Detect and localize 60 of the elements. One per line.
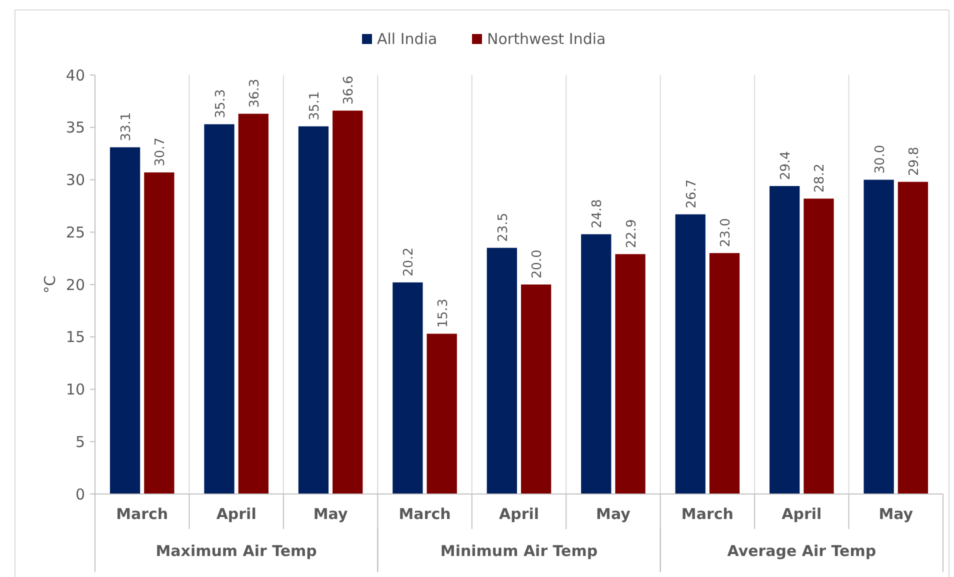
x-tick-label: March — [681, 505, 734, 523]
bar — [770, 186, 800, 494]
data-label: 22.9 — [624, 219, 640, 248]
bar — [709, 253, 740, 494]
data-label: 15.3 — [436, 298, 451, 328]
x-tick-label: March — [116, 505, 168, 523]
data-label: 23.5 — [496, 212, 511, 242]
y-tick-label: 25 — [66, 223, 85, 242]
data-label: 30.7 — [153, 137, 168, 166]
x-tick-label: April — [782, 505, 822, 523]
legend-label: Northwest India — [487, 30, 606, 48]
bar — [898, 182, 928, 494]
bar — [332, 110, 363, 494]
bar — [581, 234, 612, 494]
bar — [238, 114, 268, 494]
y-tick-label: 35 — [66, 118, 85, 137]
y-axis-title: °C — [41, 276, 59, 294]
bar — [804, 198, 834, 494]
data-label: 20.0 — [530, 250, 546, 278]
text: Average Air Temp — [727, 542, 876, 560]
data-label: 36.6 — [342, 76, 357, 105]
y-tick-label: 15 — [66, 328, 85, 346]
x-tick-label: April — [216, 505, 256, 523]
data-label: 33.1 — [119, 112, 134, 142]
data-label: 35.3 — [213, 89, 228, 118]
data-label: 28.2 — [812, 164, 828, 193]
y-tick-label: 10 — [66, 380, 85, 398]
bar — [426, 334, 457, 494]
data-label: 20.2 — [402, 247, 417, 276]
data-label: 26.7 — [684, 179, 700, 208]
bar — [110, 147, 140, 494]
x-tick-label: May — [596, 505, 631, 523]
bar — [864, 180, 894, 494]
data-label: 23.0 — [718, 218, 734, 248]
data-label: 36.3 — [247, 78, 262, 108]
data-label: 35.1 — [307, 91, 322, 120]
text: Maximum Air Temp — [156, 542, 318, 560]
data-label: 30.0 — [872, 144, 888, 174]
bar — [144, 172, 174, 494]
bar — [204, 124, 234, 494]
y-tick-label: 0 — [75, 485, 85, 504]
data-label: 24.8 — [590, 199, 606, 228]
data-label: 29.8 — [906, 146, 922, 176]
x-tick-label: March — [398, 505, 451, 523]
data-label: 29.4 — [778, 151, 794, 180]
x-tick-label: May — [878, 505, 914, 523]
bar — [615, 254, 646, 494]
bar — [675, 214, 706, 494]
bar — [298, 126, 329, 494]
y-tick-label: 40 — [66, 66, 85, 84]
bar — [486, 248, 517, 494]
legend-label: All India — [377, 30, 438, 48]
x-tick-label: April — [498, 505, 540, 523]
y-tick-label: 5 — [75, 432, 85, 451]
text: Minimum Air Temp — [440, 542, 598, 560]
bar — [521, 284, 552, 494]
y-tick-label: 20 — [66, 276, 85, 294]
bar — [392, 282, 423, 494]
y-tick-label: 30 — [66, 171, 85, 189]
x-tick-label: May — [313, 505, 348, 523]
